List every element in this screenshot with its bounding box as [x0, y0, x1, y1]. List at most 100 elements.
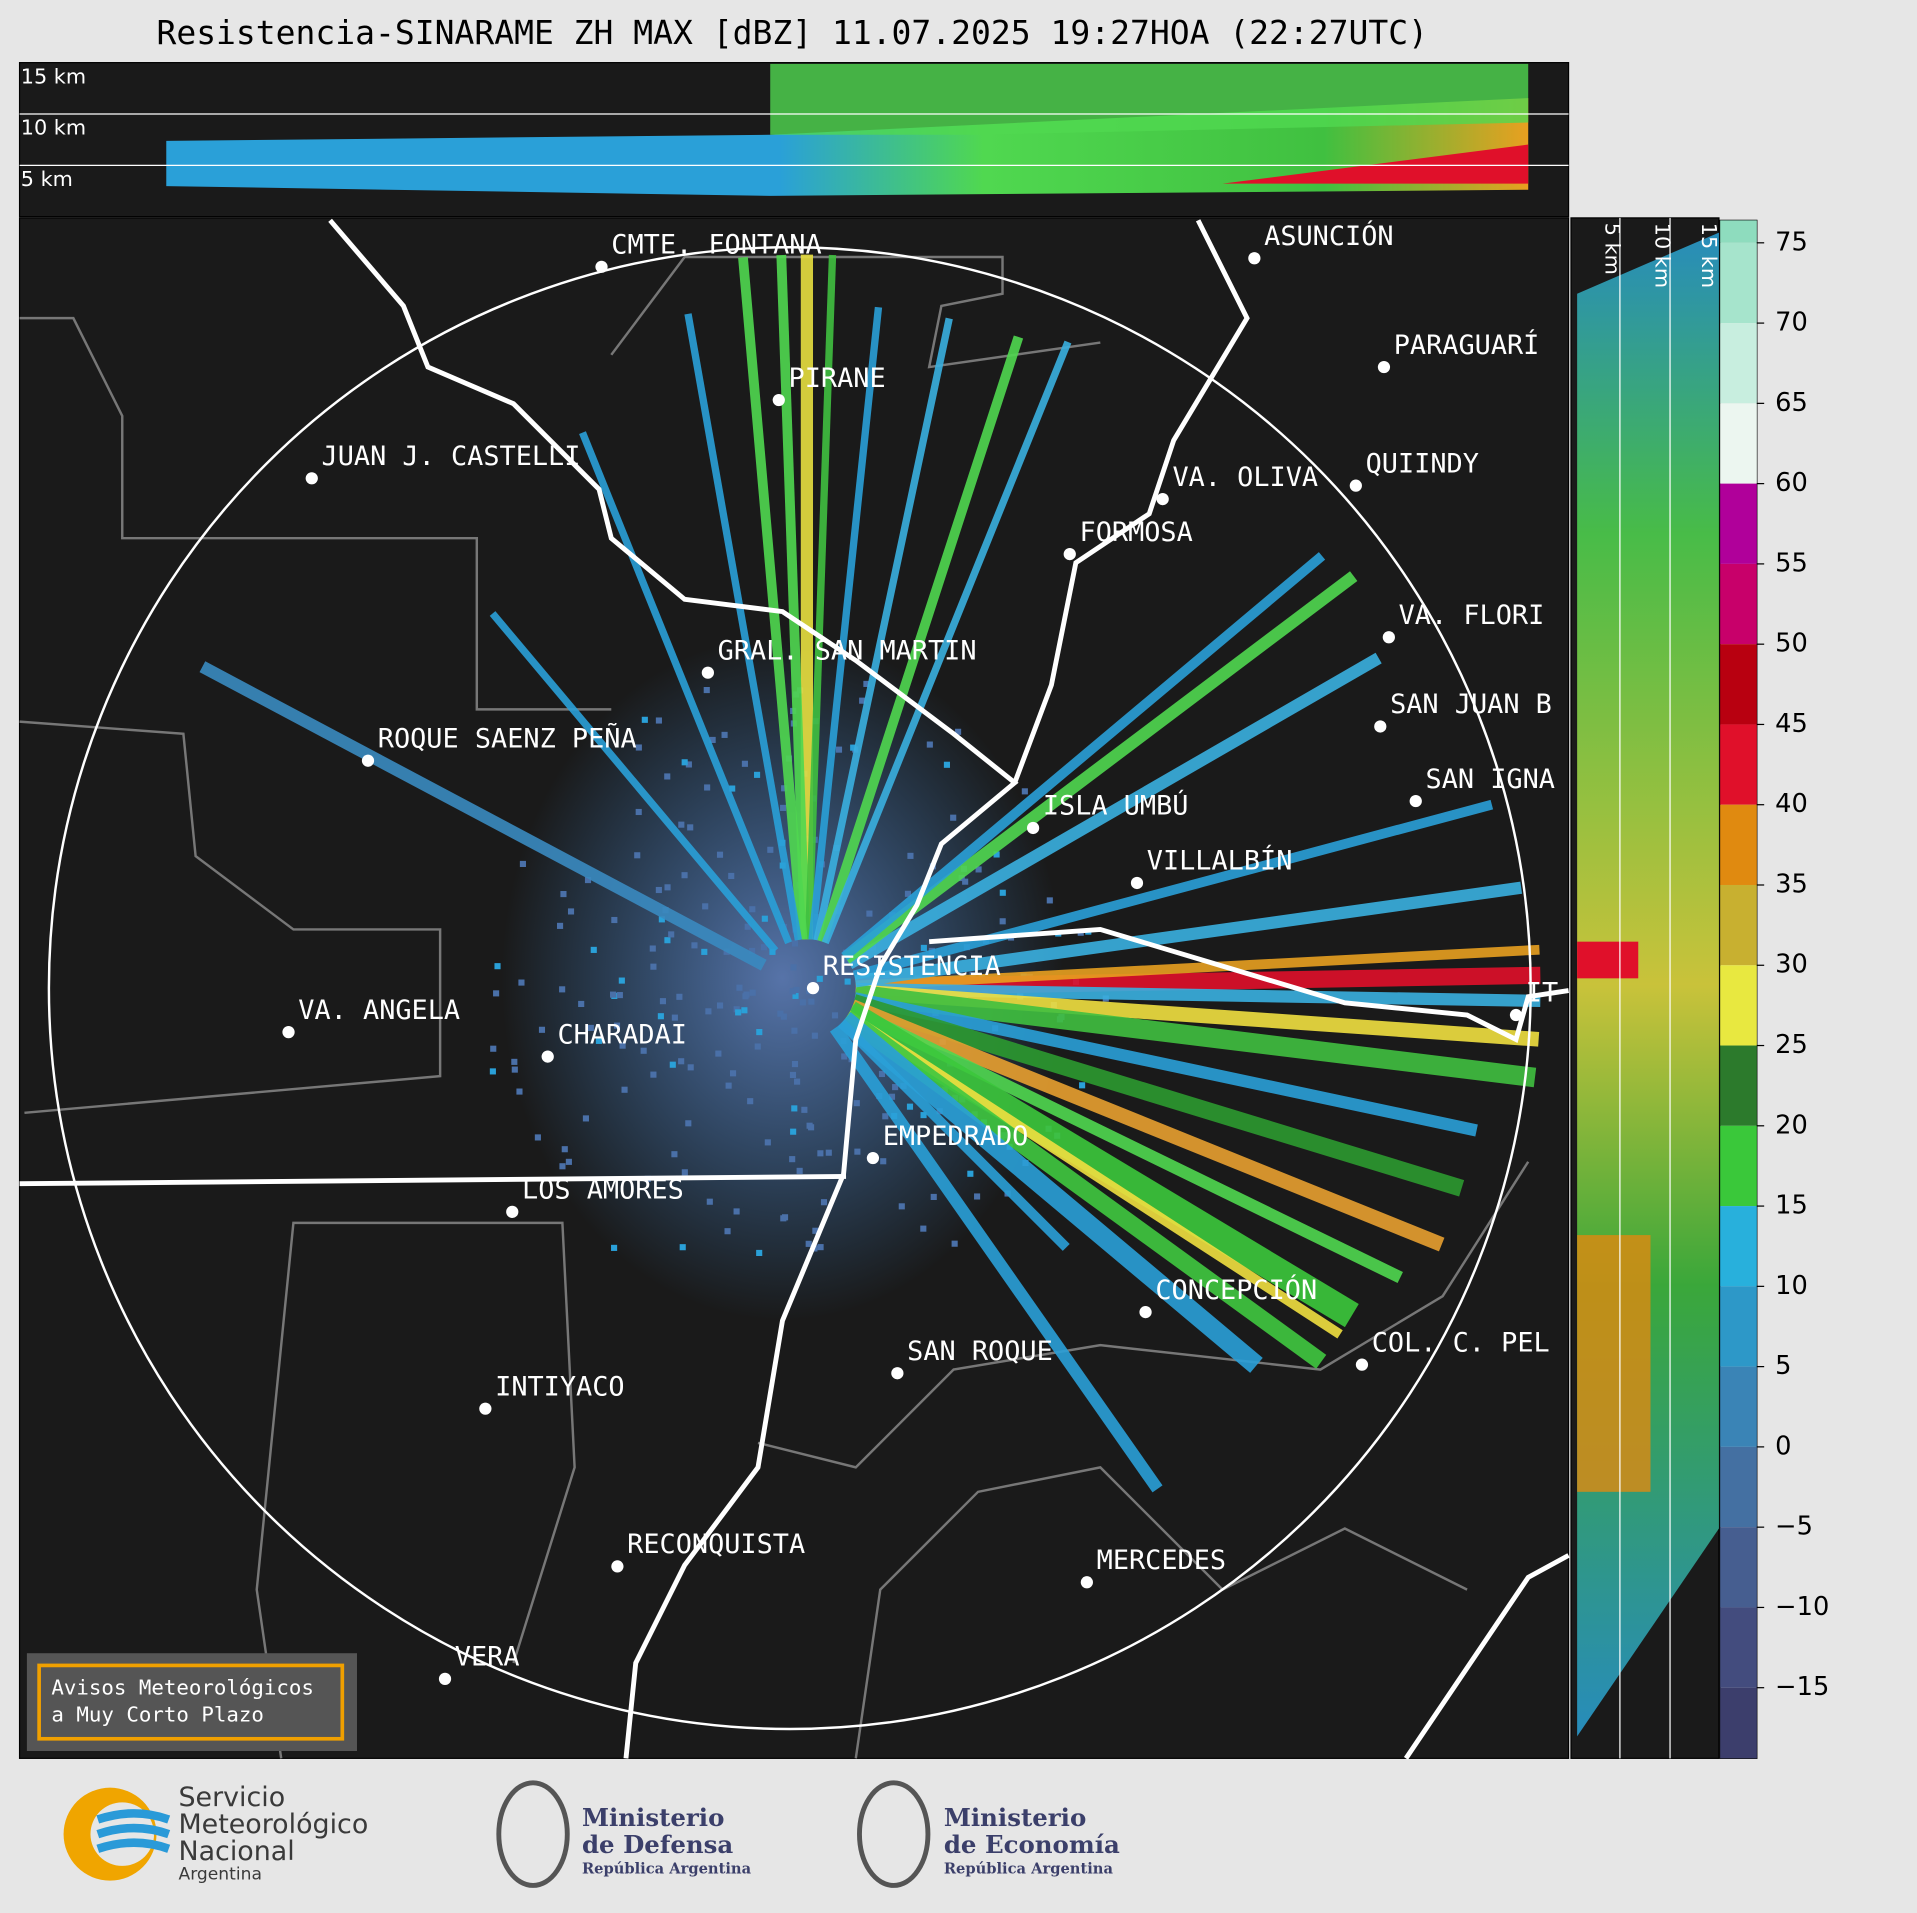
echo-cell: [640, 1047, 647, 1054]
colorbar-label: 20: [1775, 1110, 1808, 1140]
echo-cell: [704, 784, 711, 791]
echo-cell: [681, 872, 688, 879]
echo-cell: [749, 947, 756, 955]
echo-cell: [808, 998, 815, 1005]
colorbar-segment: [1720, 804, 1757, 885]
province-border: [854, 1466, 1468, 1759]
city-dot: [611, 1560, 624, 1573]
echo-cell: [679, 1244, 686, 1251]
echo-cell: [613, 1022, 621, 1029]
city-dot: [1156, 492, 1169, 506]
echo-cell: [741, 1007, 748, 1014]
echo-cell: [687, 1064, 694, 1071]
echo-cell: [493, 990, 500, 997]
echo-cell: [866, 910, 873, 917]
city-label: QUIINDY: [1366, 448, 1479, 479]
echo-cell: [702, 903, 709, 910]
colorbar-segment: [1720, 403, 1757, 484]
echo-cell: [841, 1053, 848, 1060]
echo-cell: [825, 1149, 832, 1156]
city-label: RESISTENCIA: [823, 951, 1001, 982]
colorbar-segment: [1720, 1206, 1757, 1287]
echo-cell: [791, 1027, 798, 1034]
badge-text: a Muy Corto Plazo: [51, 1703, 264, 1727]
echo-cell: [519, 860, 526, 868]
echo-ray: [813, 317, 953, 942]
echo-cell: [733, 1006, 740, 1013]
colorbar-label: 40: [1775, 789, 1808, 819]
echo-ray: [854, 881, 1523, 988]
city-dot: [1248, 252, 1261, 265]
echo-cell: [791, 1105, 798, 1112]
echo-cell: [664, 937, 671, 944]
echo-cell: [882, 1113, 889, 1120]
echo-cell: [749, 906, 756, 913]
badge-text: Avisos Meteorológicos: [51, 1676, 314, 1700]
city-dot: [361, 754, 375, 767]
height-label: 10 km: [1650, 223, 1674, 288]
echo-cell: [650, 963, 657, 970]
colorbar-segment: [1720, 1687, 1757, 1759]
echo-cell: [691, 942, 698, 949]
city-label: JUAN J. CASTELLI: [322, 441, 581, 472]
footer-text: de Economía: [944, 1830, 1120, 1859]
echo-cell: [844, 978, 851, 985]
echo-cell: [703, 686, 710, 694]
echo-cell: [565, 1158, 572, 1165]
colorbar-label: 50: [1775, 629, 1808, 659]
range-ring: [47, 246, 1532, 1731]
echo-cell: [725, 1082, 732, 1089]
echo-cell: [789, 1071, 797, 1079]
echo-cell: [878, 1070, 886, 1078]
city-label: ASUNCIÓN: [1264, 220, 1393, 252]
echo-cell: [920, 1112, 927, 1119]
echo-ray: [838, 1012, 1263, 1373]
echo-cell: [781, 785, 788, 792]
echo-cell: [741, 760, 748, 767]
city-layer: CMTE. FONTANA PIRANE JUAN J. CASTELLI ASUNC…: [282, 220, 1558, 1685]
echo-ray: [804, 254, 837, 940]
city-label: VA. OLIVA: [1172, 462, 1318, 493]
side-echo: [1577, 232, 1719, 1737]
colorbar-segment: [1720, 1045, 1757, 1126]
echo-cell: [780, 804, 787, 811]
echo-cell: [729, 785, 736, 792]
echo-cell: [791, 1061, 799, 1068]
colorbar-label: 35: [1775, 869, 1808, 899]
colorbar-label: 65: [1775, 388, 1808, 418]
echo-ray: [579, 431, 792, 945]
echo-cell: [567, 908, 575, 915]
side-echo: [1577, 1235, 1651, 1492]
echo-cell: [559, 1163, 566, 1170]
echo-cell: [794, 1078, 801, 1085]
echo-cell: [671, 1151, 678, 1158]
river: [19, 1173, 847, 1187]
echo-cell: [975, 866, 982, 873]
city-dot: [1377, 360, 1391, 374]
echo-cell: [793, 986, 800, 994]
city-dot: [541, 1050, 554, 1063]
echo-cell: [582, 1115, 589, 1122]
echo-cell: [587, 1024, 594, 1031]
echo-cell: [659, 998, 667, 1005]
echo-ray: [199, 661, 767, 971]
echo-cell: [854, 1148, 861, 1155]
echo-cell: [744, 923, 751, 930]
top-echo: [770, 63, 1529, 135]
echo-cell: [761, 915, 768, 922]
echo-cell: [906, 1103, 914, 1110]
echo-cell: [812, 1227, 819, 1234]
echo-cell: [892, 1084, 899, 1091]
province-border: [19, 720, 442, 1115]
echo-cell: [709, 736, 716, 744]
echo-cell: [634, 852, 641, 859]
city-dot: [1382, 631, 1395, 644]
footer-text: de Defensa: [582, 1830, 733, 1859]
city-dot: [772, 393, 785, 407]
echo-cell: [920, 1225, 927, 1232]
echo-ray: [851, 994, 1465, 1197]
city-label: VERA: [455, 1642, 520, 1673]
colorbar-segment: [1720, 323, 1757, 404]
echo-cell: [619, 1042, 626, 1049]
